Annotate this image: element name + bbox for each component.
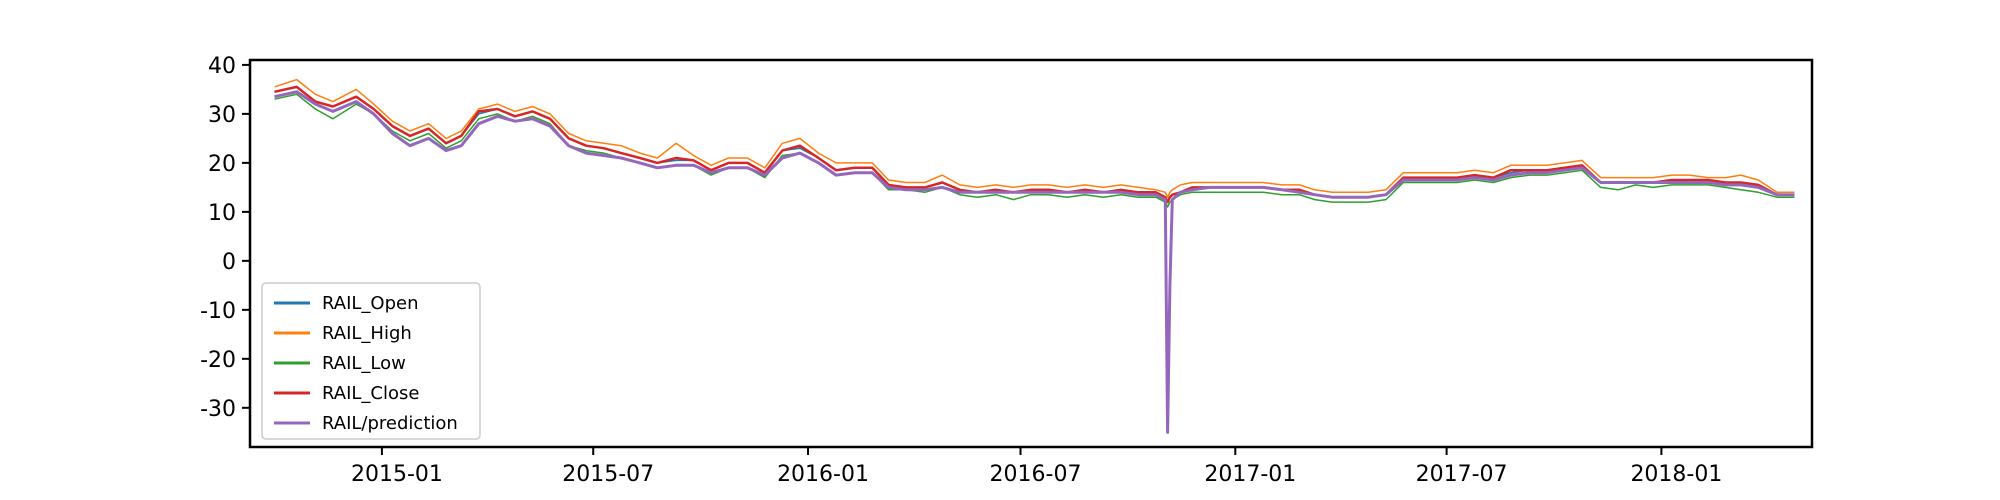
plot-frame (248, 58, 1814, 449)
series-line-rail-high (274, 78, 1795, 198)
y-tick-label: 30 (208, 103, 236, 128)
legend-label: RAIL_Low (322, 353, 406, 374)
series-layer (274, 78, 1795, 434)
y-axis: 40 30 20 10 0 -10 -20 -30 (200, 54, 250, 422)
y-tick-label: 10 (208, 201, 236, 226)
y-tick-label: 0 (222, 250, 236, 275)
x-tick-label: 2016-07 (990, 462, 1082, 487)
legend-label: RAIL_Close (322, 383, 419, 404)
x-tick-label: 2015-01 (351, 462, 443, 487)
series-line-rail-prediction (274, 90, 1795, 434)
y-tick-label: -20 (200, 348, 236, 373)
legend-label: RAIL_High (322, 323, 412, 344)
x-tick-label: 2017-07 (1416, 462, 1508, 487)
legend-label: RAIL_Open (322, 293, 419, 314)
x-tick-label: 2017-01 (1204, 462, 1296, 487)
x-axis: 2015-01 2015-07 2016-01 2016-07 2017-01 2017-… (351, 447, 1722, 487)
y-tick-label: -10 (200, 299, 236, 324)
legend-label: RAIL/prediction (322, 413, 458, 434)
y-tick-label: 40 (208, 54, 236, 79)
x-tick-label: 2016-01 (777, 462, 869, 487)
x-tick-label: 2015-07 (562, 462, 654, 487)
x-tick-label: 2018-01 (1630, 462, 1722, 487)
y-tick-label: -30 (200, 397, 236, 422)
legend-box (261, 282, 481, 440)
legend: RAIL_Open RAIL_High RAIL_Low RAIL_Close RAIL… (261, 282, 481, 440)
y-tick-label: 20 (208, 152, 236, 177)
series-line-rail-low (274, 93, 1795, 208)
